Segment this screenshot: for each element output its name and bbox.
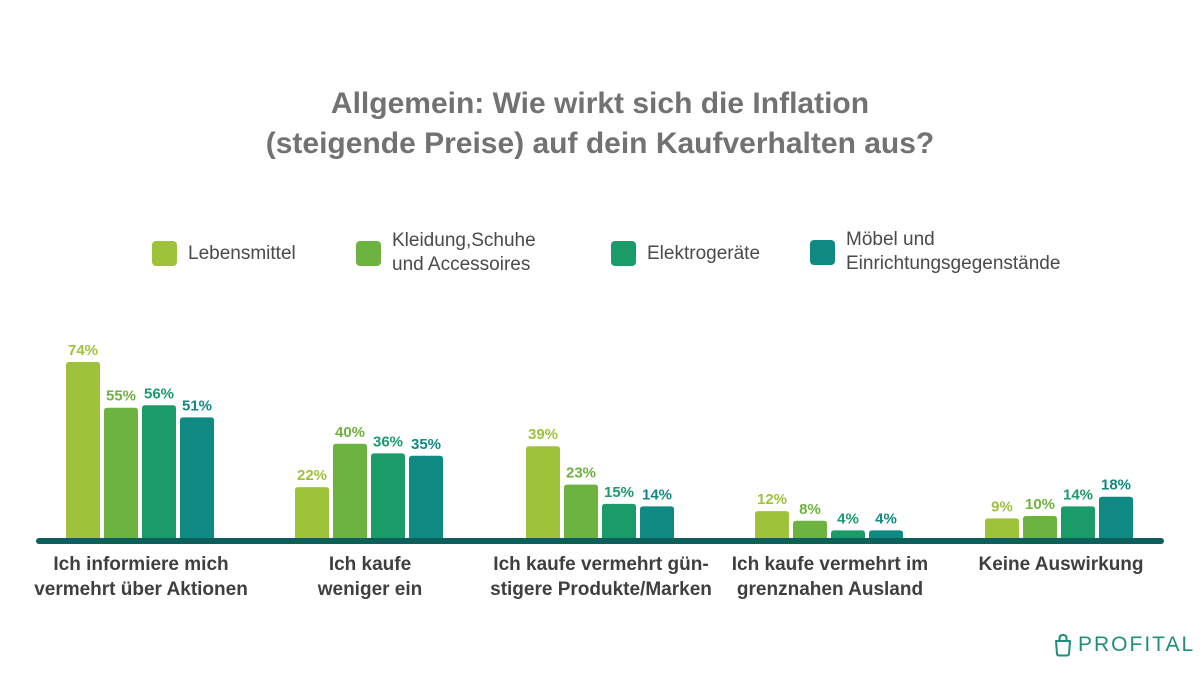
bar [1099, 496, 1133, 540]
category-label: Ich kaufe vermehrt gün- stigere Produkte… [490, 554, 712, 600]
bar [793, 520, 827, 540]
data-label: 36% [373, 433, 403, 450]
bar [526, 446, 560, 540]
data-label: 8% [799, 501, 821, 518]
data-label: 35% [411, 436, 441, 453]
legend-label: Elektrogeräte [647, 242, 761, 264]
bar [985, 518, 1019, 540]
brand-logo: PROFITAL [1052, 633, 1195, 657]
bar [142, 405, 176, 540]
bar [371, 453, 405, 540]
bar [755, 511, 789, 540]
legend-swatch [810, 239, 835, 265]
legend-swatch [152, 241, 177, 266]
bar [66, 362, 100, 540]
data-label: 9% [991, 498, 1013, 515]
chart-title-line-1: Allgemein: Wie wirkt sich die Inflation [330, 87, 870, 120]
shopping-bag-icon [1055, 633, 1071, 657]
data-label: 14% [642, 486, 672, 503]
legend-item-moebel: Möbel und Einrichtungsgegenstände [810, 228, 1060, 276]
brand-name: PROFITAL [1078, 633, 1196, 656]
category-label: Ich kaufe weniger ein [317, 554, 423, 600]
legend-item-elektrogeraete: Elektrogeräte [611, 241, 760, 266]
bar [831, 530, 865, 540]
data-label: 4% [837, 510, 859, 527]
data-label: 10% [1025, 496, 1055, 513]
category-label: Ich informiere mich vermehrt über Aktion… [34, 554, 248, 600]
legend-item-lebensmittel: Lebensmittel [152, 241, 296, 266]
bar [180, 417, 214, 540]
data-label: 56% [144, 385, 174, 402]
data-label: 18% [1101, 477, 1131, 494]
bar [1061, 506, 1095, 540]
x-axis-baseline [36, 538, 1164, 544]
bar [602, 503, 636, 540]
bar [640, 506, 674, 540]
legend-swatch [356, 240, 381, 266]
data-label: 74% [68, 342, 98, 359]
data-label: 22% [297, 467, 327, 484]
data-label: 55% [106, 388, 136, 405]
data-label: 15% [604, 484, 634, 501]
legend-item-kleidung: Kleidung,Schuhe und Accessoires [356, 229, 536, 277]
legend-label: Kleidung,Schuhe und Accessoires [392, 230, 536, 275]
data-label: 40% [335, 424, 365, 441]
bar [409, 455, 443, 540]
category-label: Keine Auswirkung [978, 554, 1144, 575]
bar [1023, 515, 1057, 540]
legend-label: Möbel und Einrichtungsgegenstände [846, 229, 1061, 274]
data-label: 23% [566, 465, 596, 482]
data-label: 12% [757, 491, 787, 508]
bar [333, 443, 367, 540]
bar [564, 484, 598, 540]
bar [104, 407, 138, 540]
legend-swatch [611, 241, 636, 266]
chart-title: Allgemein: Wie wirkt sich die Inflation … [0, 84, 1200, 164]
data-label: 4% [875, 510, 897, 527]
data-label: 39% [528, 426, 558, 443]
data-label: 14% [1063, 486, 1093, 503]
category-label: Ich kaufe vermehrt im grenznahen Ausland [731, 554, 929, 600]
chart-title-line-2: (steigende Preise) auf dein Kaufverhalte… [265, 127, 935, 160]
data-label: 51% [182, 397, 212, 414]
legend-label: Lebensmittel [188, 242, 296, 264]
bar [869, 530, 903, 540]
bar [295, 487, 329, 540]
